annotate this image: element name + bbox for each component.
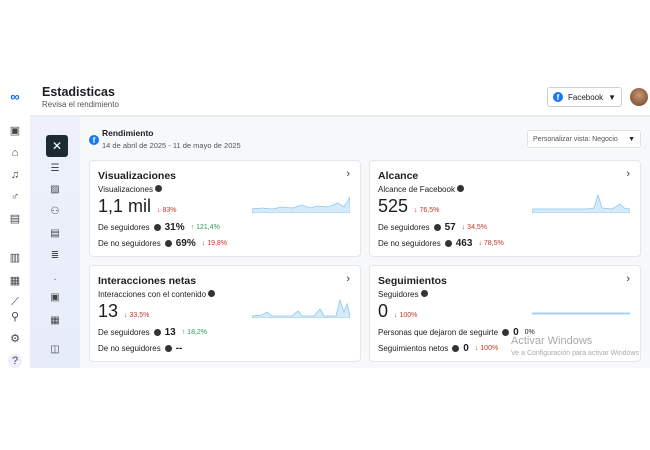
metric-value: 0 ↓ 100% — [378, 301, 418, 321]
calendar-icon[interactable]: ▦ — [9, 275, 21, 287]
caret-down-icon: ▼ — [608, 92, 617, 102]
card-title: Interacciones netas — [98, 275, 197, 287]
metric-value: 525 ↓ 76,5% — [378, 196, 440, 216]
chevron-right-icon[interactable]: › — [346, 273, 350, 285]
ads-icon[interactable]: ♂ — [10, 191, 20, 203]
metric-label: Alcance de Facebook — [378, 185, 465, 194]
metric-change: ↓ 100% — [394, 312, 418, 319]
metric-card[interactable]: Alcance › Alcance de Facebook 525 ↓ 76,5%… — [369, 160, 641, 257]
chevron-right-icon[interactable]: › — [626, 273, 630, 285]
sparkline-chart — [532, 193, 630, 213]
card-title: Seguimientos — [378, 275, 447, 287]
breakdown-row: De no seguidores -- — [98, 343, 183, 354]
metric-label: Seguidores — [378, 290, 428, 299]
insights-sidebar: ✕ ☰ ▨ ⚇ ▤ ≣ · ▣ ▦ ◫ — [30, 117, 80, 368]
breakdown-row: De no seguidores 69% ↓ 19,8% — [98, 238, 228, 249]
facebook-icon: f — [89, 135, 99, 145]
section-title: Rendimiento — [102, 128, 154, 138]
metric-change: ↓ 33,5% — [124, 312, 150, 319]
breakdown-row: Seguimientos netos 0 ↓ 100% — [378, 343, 499, 354]
breakdown-row: De no seguidores 463 ↓ 78,5% — [378, 238, 504, 249]
metric-card[interactable]: Interacciones netas › Interacciones con … — [89, 265, 361, 362]
customize-view-select[interactable]: Personalizar vista: Negocio ▼ — [527, 130, 641, 148]
account-icon[interactable]: ▣ — [9, 125, 21, 137]
insights-icon[interactable]: ⟋ — [11, 296, 19, 308]
info-icon[interactable] — [153, 329, 161, 336]
table-icon[interactable]: ▦ — [50, 315, 60, 326]
facebook-icon: f — [553, 92, 563, 102]
info-icon[interactable] — [164, 240, 172, 247]
info-icon[interactable] — [164, 345, 172, 352]
page-header: Estadisticas Revisa el rendimiento f Face… — [30, 80, 650, 117]
info-icon[interactable] — [155, 185, 163, 192]
watermark-subtitle: Ve a Configuración para activar Windows — [511, 350, 640, 357]
caret-down-icon: ▼ — [628, 135, 635, 143]
sparkline-chart — [252, 196, 350, 213]
metric-label: Visualizaciones — [98, 185, 163, 194]
avatar[interactable] — [630, 88, 648, 106]
metric-value: 1,1 mil ↓ 83% — [98, 196, 177, 216]
breakdown-row: De seguidores 13 ↑ 18,2% — [98, 327, 208, 338]
view-select-label: Personalizar vista: Negocio — [533, 135, 618, 143]
metric-change: ↓ 76,5% — [414, 207, 440, 214]
sparkline-chart — [252, 298, 350, 318]
meta-logo-icon: ∞ — [10, 89, 20, 104]
report-icon[interactable]: ◫ — [50, 344, 60, 355]
metric-card[interactable]: Visualizaciones › Visualizaciones 1,1 mi… — [89, 160, 361, 257]
chart-icon[interactable]: ▨ — [50, 184, 60, 195]
breakdown-row: De seguidores 31% ↑ 121,4% — [98, 222, 220, 233]
main-content: f Rendimiento 14 de abril de 2025 - 11 d… — [80, 117, 650, 368]
card-title: Visualizaciones — [98, 170, 177, 182]
info-icon[interactable] — [444, 240, 452, 247]
overview-icon[interactable]: ✕ — [46, 135, 68, 157]
search-icon[interactable]: ⚲ — [10, 311, 20, 323]
content-icon[interactable]: ▤ — [50, 228, 60, 239]
content-icon[interactable]: ▤ — [9, 213, 21, 225]
card-title: Alcance — [378, 170, 419, 182]
left-rail: ∞ ▣ ⌂ ♫ ♂ ▤ ▥ ▦ ⟋ ⚲ ⚙ ? — [0, 80, 30, 368]
help-icon[interactable]: ? — [8, 354, 22, 368]
list-icon[interactable]: ☰ — [50, 163, 60, 174]
breakdown-row: De seguidores 57 ↓ 34,5% — [378, 222, 488, 233]
home-icon[interactable]: ⌂ — [11, 147, 19, 159]
info-icon[interactable] — [452, 345, 460, 352]
metric-value: 13 ↓ 33,5% — [98, 301, 150, 321]
breakdown-row: Personas que dejaron de seguirte 0 0% — [378, 327, 535, 338]
metric-label: Interacciones con el contenido — [98, 290, 216, 299]
platform-select[interactable]: f Facebook ▼ — [547, 87, 622, 107]
info-icon[interactable] — [457, 185, 465, 192]
platform-label: Facebook — [568, 92, 604, 102]
chevron-right-icon[interactable]: › — [346, 168, 350, 180]
audience-icon[interactable]: ⚇ — [50, 206, 60, 217]
notifications-icon[interactable]: ♫ — [10, 169, 20, 181]
info-icon[interactable] — [420, 290, 428, 297]
date-range: 14 de abril de 2025 - 11 de mayo de 2025 — [102, 141, 241, 150]
metric-card[interactable]: Seguimientos › Seguidores 0 ↓ 100% Person… — [369, 265, 641, 362]
info-icon[interactable] — [502, 329, 510, 336]
chevron-right-icon[interactable]: › — [626, 168, 630, 180]
info-icon[interactable] — [433, 224, 441, 231]
messages-icon[interactable]: ▣ — [50, 292, 60, 303]
dot-icon: · — [53, 274, 57, 285]
watermark-title: Activar Windows — [511, 335, 593, 347]
info-icon[interactable] — [208, 290, 216, 297]
inbox-icon[interactable]: ▥ — [9, 252, 21, 264]
page-subtitle: Revisa el rendimiento — [42, 100, 119, 109]
search-list-icon[interactable]: ≣ — [50, 250, 60, 261]
sparkline-chart — [532, 312, 630, 315]
info-icon[interactable] — [153, 224, 161, 231]
settings-icon[interactable]: ⚙ — [10, 333, 20, 345]
page-title: Estadisticas — [42, 85, 115, 99]
metric-change: ↓ 83% — [157, 207, 177, 214]
